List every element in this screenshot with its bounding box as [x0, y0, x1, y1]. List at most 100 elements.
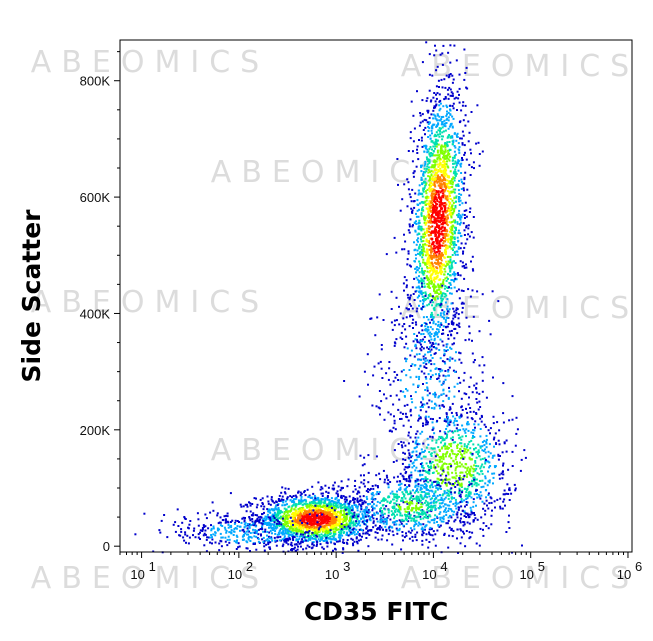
data-point	[426, 219, 429, 222]
data-point	[445, 232, 448, 235]
data-point	[467, 233, 470, 236]
data-point	[431, 152, 434, 155]
data-point	[425, 170, 428, 173]
data-point	[474, 447, 477, 450]
data-point	[251, 503, 254, 505]
data-point	[321, 498, 324, 501]
data-point	[312, 499, 315, 502]
data-point	[428, 451, 431, 453]
data-point	[450, 496, 453, 499]
data-point	[446, 305, 449, 308]
data-point	[291, 544, 294, 547]
data-point	[426, 248, 429, 251]
data-point	[297, 520, 300, 523]
data-point	[427, 471, 430, 474]
data-point	[451, 225, 454, 228]
data-point	[439, 210, 442, 213]
data-point	[440, 466, 443, 469]
data-point	[322, 529, 325, 532]
data-point	[477, 483, 480, 486]
data-point	[450, 322, 453, 325]
data-point	[440, 238, 443, 241]
data-point	[436, 226, 439, 228]
data-point	[431, 183, 434, 186]
data-point	[420, 484, 423, 487]
data-point	[431, 154, 433, 157]
data-point	[350, 528, 353, 531]
data-point	[353, 540, 356, 543]
data-point	[442, 332, 445, 335]
data-point	[501, 471, 504, 473]
data-point	[435, 180, 438, 183]
data-point	[426, 511, 429, 514]
data-point	[433, 290, 436, 293]
data-point	[468, 194, 471, 197]
data-point	[446, 197, 449, 200]
data-point	[404, 472, 407, 475]
data-point	[433, 308, 436, 311]
data-point	[380, 400, 383, 403]
data-point	[241, 517, 244, 520]
data-point	[433, 218, 436, 221]
data-point	[458, 437, 461, 440]
data-point	[440, 123, 443, 126]
data-point	[324, 500, 327, 503]
data-point	[471, 268, 474, 271]
data-point	[336, 499, 339, 502]
data-point	[440, 169, 443, 172]
data-point	[477, 408, 480, 411]
data-point	[424, 163, 427, 165]
data-point	[420, 248, 423, 251]
data-point	[338, 538, 341, 541]
data-point	[282, 539, 285, 542]
data-point	[427, 504, 430, 507]
data-point	[410, 494, 413, 497]
data-point	[426, 296, 429, 299]
data-point	[485, 442, 488, 445]
data-point	[255, 506, 258, 509]
data-point	[420, 235, 423, 238]
data-point	[421, 206, 424, 209]
data-point	[457, 214, 460, 217]
data-point	[419, 228, 422, 231]
data-point	[335, 540, 338, 543]
data-point	[453, 97, 456, 100]
data-point	[449, 462, 452, 465]
data-point	[433, 92, 436, 94]
data-point	[437, 478, 440, 481]
data-point	[248, 523, 251, 526]
data-point	[283, 523, 286, 526]
data-point	[449, 181, 452, 184]
data-point	[459, 165, 462, 168]
data-point	[347, 478, 350, 481]
data-point	[463, 264, 466, 267]
data-point	[349, 506, 352, 509]
data-point	[461, 182, 464, 185]
data-point	[454, 160, 457, 163]
data-point	[315, 502, 318, 505]
data-point	[449, 261, 451, 264]
data-point	[410, 207, 413, 210]
data-point	[433, 464, 436, 467]
data-point	[413, 299, 416, 301]
data-point	[454, 518, 457, 521]
data-point	[411, 455, 414, 457]
data-point	[289, 521, 292, 524]
data-point	[293, 512, 296, 515]
data-point	[447, 240, 450, 243]
data-point	[263, 511, 265, 514]
data-point	[475, 412, 478, 414]
data-point	[287, 514, 290, 517]
data-point	[476, 496, 479, 499]
data-point	[312, 506, 315, 509]
data-point	[450, 321, 453, 324]
data-point	[422, 233, 425, 236]
data-point	[444, 265, 447, 268]
data-point	[428, 200, 431, 203]
data-point	[427, 517, 430, 520]
data-point	[430, 185, 432, 188]
data-point	[397, 443, 400, 445]
data-point	[439, 167, 442, 170]
data-point	[451, 240, 453, 243]
data-point	[435, 251, 438, 254]
